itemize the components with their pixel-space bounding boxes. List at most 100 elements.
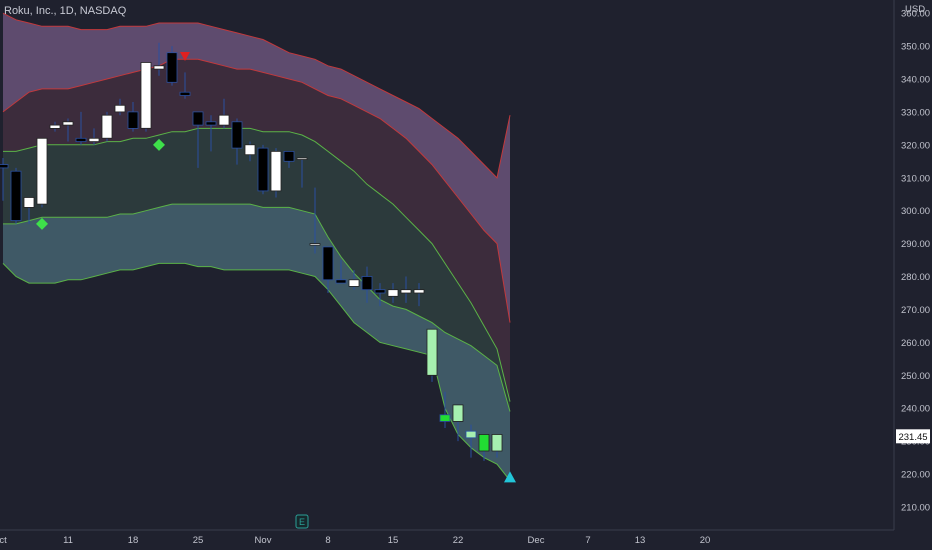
buy-signal-diamond <box>36 217 48 230</box>
candle-body <box>49 124 61 129</box>
y-tick-label: 280.00 <box>901 272 930 283</box>
band-outer-fill <box>3 13 510 323</box>
y-tick-label: 210.00 <box>901 503 930 514</box>
candle-body <box>192 111 204 126</box>
candle <box>335 260 347 284</box>
candle-body <box>101 114 113 139</box>
band-middle-line <box>3 127 511 402</box>
candle <box>49 121 61 132</box>
y-tick-label: 320.00 <box>901 140 930 151</box>
candle-body <box>36 137 48 205</box>
candle-body <box>88 137 100 143</box>
x-tick-label: 18 <box>128 535 139 546</box>
y-tick-label: 260.00 <box>901 338 930 349</box>
candle <box>322 246 334 293</box>
band-upper-fill <box>3 59 510 402</box>
y-tick-label: 330.00 <box>901 107 930 118</box>
band-lower-fill <box>3 204 510 481</box>
x-tick-label: Dec <box>528 535 545 546</box>
x-tick-label: ct <box>0 535 7 546</box>
y-tick-label: 270.00 <box>901 305 930 316</box>
band-middle-fill <box>3 128 510 412</box>
candle-body <box>374 289 386 294</box>
candle <box>491 434 503 458</box>
candle-body <box>10 170 22 221</box>
candle-body <box>478 434 490 452</box>
candle <box>400 276 412 303</box>
y-tick-label: 360.00 <box>901 9 930 20</box>
x-tick-label: 25 <box>193 535 204 546</box>
candle-body <box>140 62 152 129</box>
price-axis[interactable]: USD 210.00220.00230.00240.00250.00260.00… <box>901 4 930 514</box>
last-price-value: 231.45 <box>898 432 927 443</box>
candle-body <box>0 164 9 169</box>
candle <box>205 115 217 152</box>
candle-body <box>335 279 347 284</box>
candle <box>218 98 230 129</box>
candle-body <box>426 328 438 376</box>
candle-body <box>413 289 425 294</box>
band-lower-line <box>2 262 511 481</box>
candle-body <box>166 52 178 83</box>
candle <box>361 266 373 303</box>
candle <box>296 157 308 188</box>
candle <box>75 111 87 145</box>
candle-body <box>322 246 334 281</box>
band-upper-mid-line <box>2 58 511 323</box>
candles <box>0 42 503 461</box>
candle-body <box>283 150 295 162</box>
candle <box>452 404 464 442</box>
candle-body <box>179 91 191 96</box>
candle <box>283 150 295 168</box>
candle-body <box>231 121 243 149</box>
candle <box>62 118 74 142</box>
currency-label: USD <box>905 4 925 15</box>
y-tick-label: 290.00 <box>901 239 930 250</box>
candle <box>114 98 126 116</box>
x-tick-label: 20 <box>700 535 711 546</box>
last-price-marker: 231.45 <box>896 429 930 444</box>
x-tick-label: 15 <box>388 535 399 546</box>
buy-signal-diamond <box>153 138 165 151</box>
candle-body <box>452 404 464 422</box>
candle-body <box>491 434 503 452</box>
candle <box>179 72 191 99</box>
sell-signal-triangle <box>180 51 190 61</box>
candle-body <box>114 104 126 113</box>
y-tick-label: 340.00 <box>901 75 930 86</box>
earnings-label: E <box>299 517 305 527</box>
candle <box>10 167 22 224</box>
x-tick-label: 7 <box>585 535 590 546</box>
candle-body <box>244 144 256 156</box>
candle <box>309 187 321 254</box>
candle-body <box>23 197 35 208</box>
y-tick-label: 240.00 <box>901 404 930 415</box>
candle <box>270 148 282 198</box>
y-tick-label: 310.00 <box>901 173 930 184</box>
candle-body <box>153 65 165 70</box>
candle <box>257 144 269 195</box>
candle-body <box>257 147 269 192</box>
candle-body <box>205 121 217 126</box>
candle <box>153 42 165 76</box>
candle <box>426 328 438 382</box>
candle-body <box>348 279 360 287</box>
x-tick-label: 13 <box>635 535 646 546</box>
candle <box>166 46 178 86</box>
y-tick-label: 350.00 <box>901 42 930 53</box>
candle <box>231 118 243 165</box>
candle <box>465 424 477 458</box>
band-upper-line <box>2 12 511 179</box>
candle <box>23 197 35 224</box>
x-tick-label: Nov <box>255 535 272 546</box>
candle-body <box>270 150 282 192</box>
candle-body <box>218 114 230 126</box>
candle <box>413 283 425 307</box>
earnings-icon <box>295 514 309 529</box>
last-price-badge <box>896 429 930 444</box>
candle <box>387 283 399 303</box>
candle-body <box>400 289 412 294</box>
time-axis[interactable]: ct 11 18 25 Nov 8 15 22 Dec 7 13 20 <box>0 535 710 546</box>
y-tick-label: 250.00 <box>901 371 930 382</box>
